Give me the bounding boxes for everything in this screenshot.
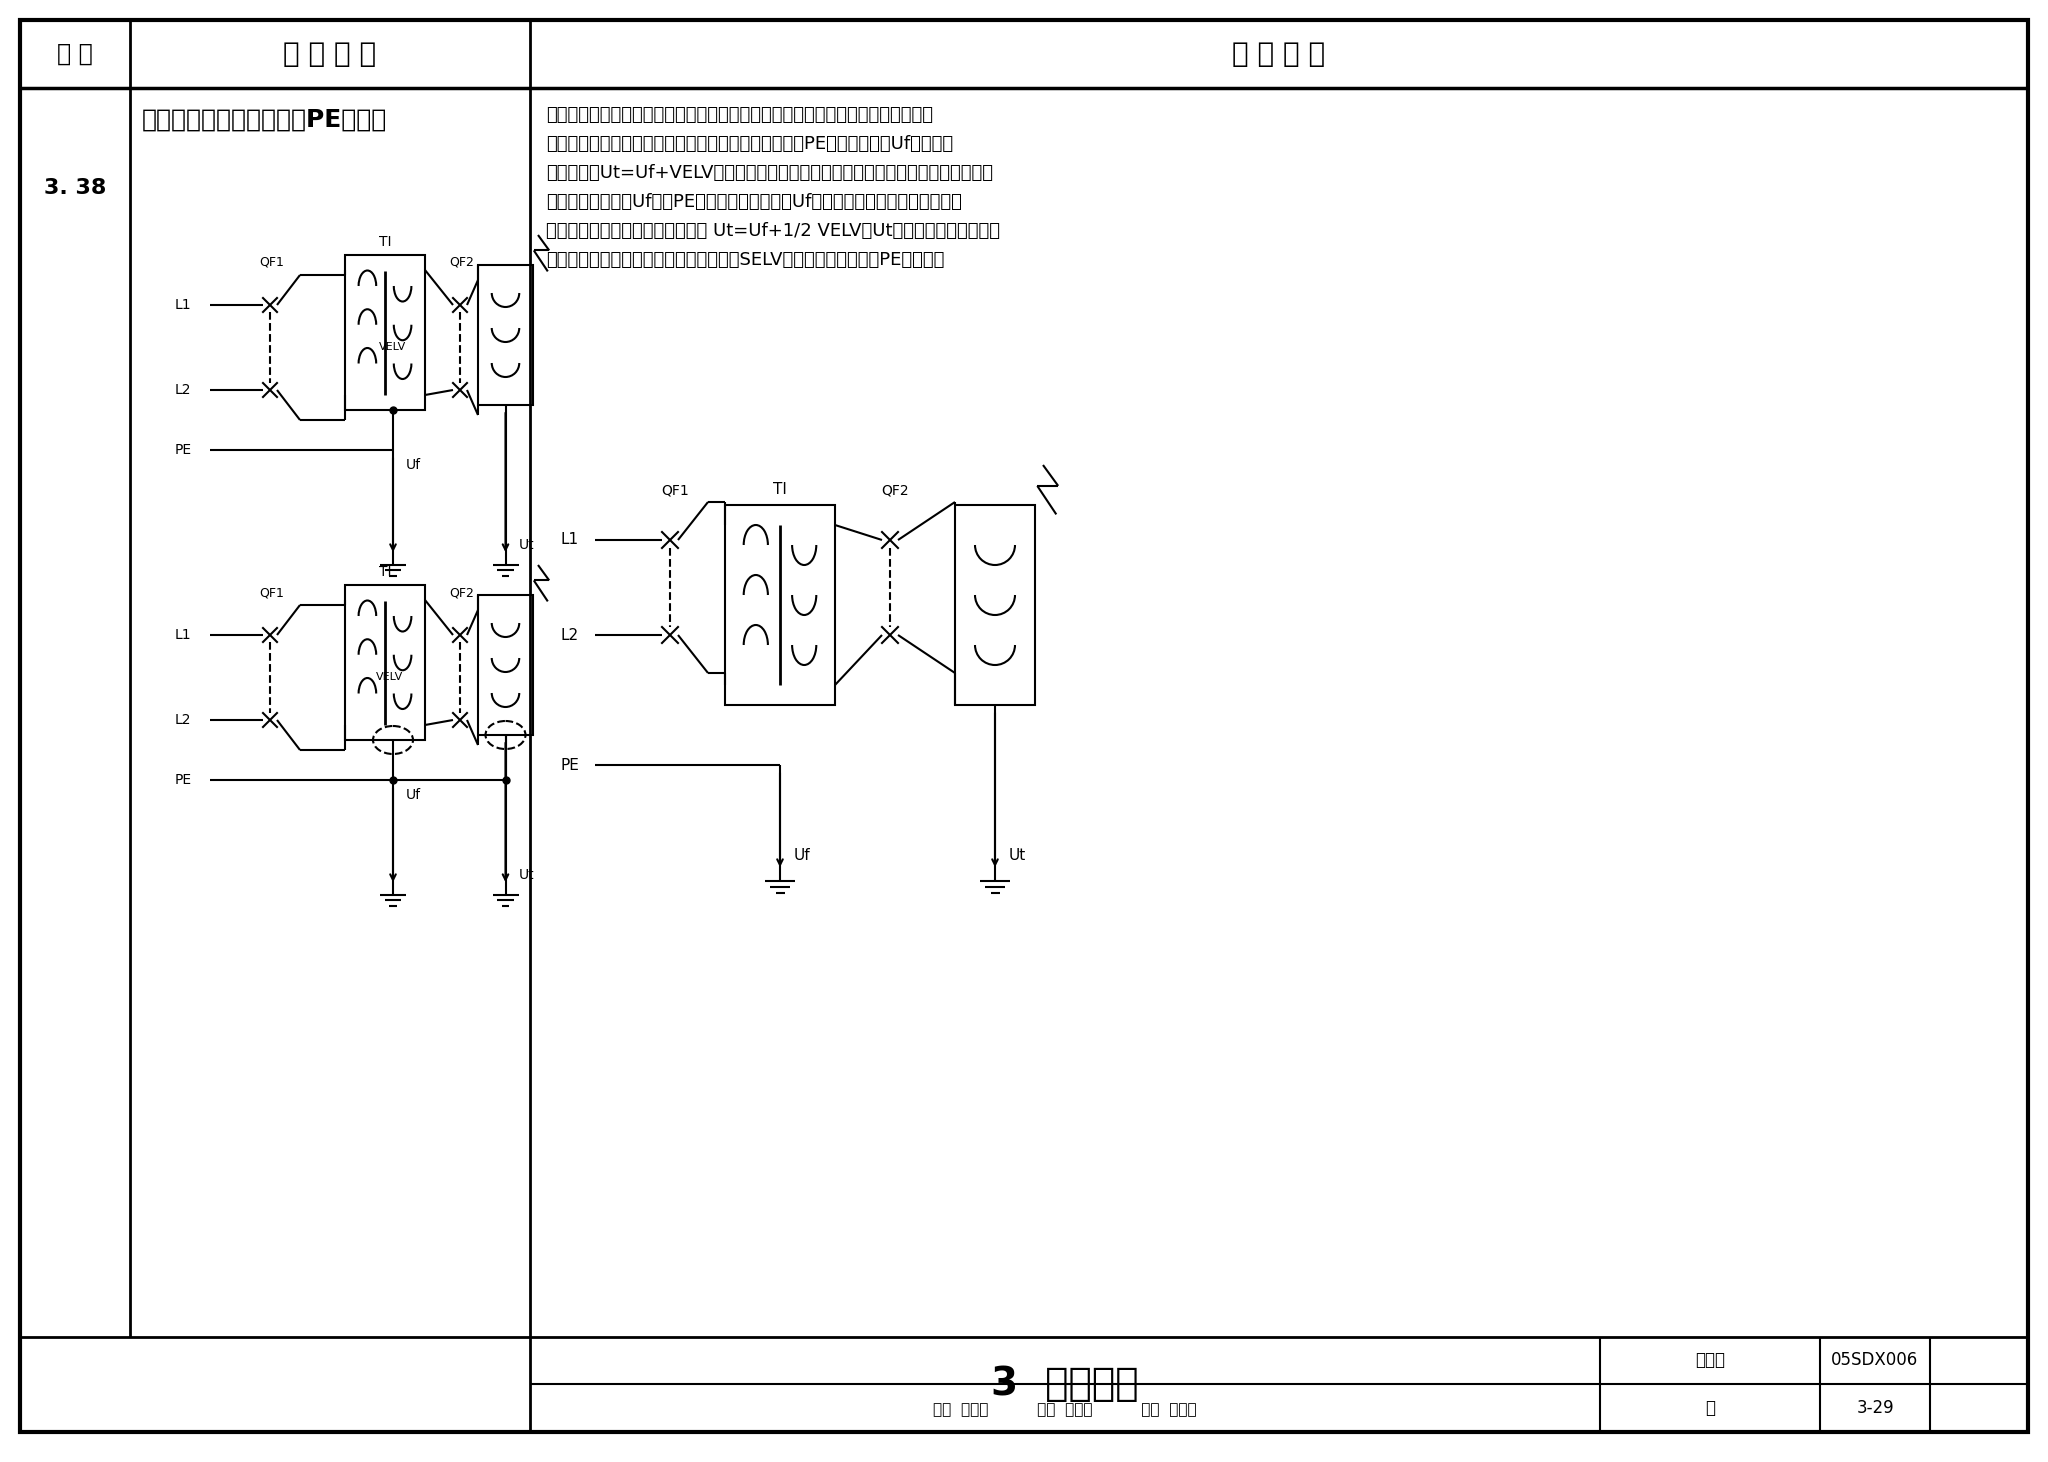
Text: Ut: Ut (518, 538, 535, 553)
Text: Ut: Ut (1010, 848, 1026, 863)
Bar (477, 595, 532, 735)
Bar (344, 585, 426, 740)
Text: TI: TI (379, 235, 391, 249)
Text: VELV: VELV (379, 342, 408, 352)
Text: 载侧外露可导电部分未与导电体连接，断路器不脱扣。PE线有故障电压Uf，则负载: 载侧外露可导电部分未与导电体连接，断路器不脱扣。PE线有故障电压Uf，则负载 (547, 135, 952, 154)
Bar (477, 265, 532, 405)
Text: 05SDX006: 05SDX006 (1831, 1351, 1919, 1368)
Bar (344, 254, 426, 409)
Text: Uf: Uf (795, 848, 811, 863)
Text: L1: L1 (559, 532, 578, 547)
Text: Ut: Ut (518, 868, 535, 882)
Text: QF2: QF2 (881, 482, 909, 497)
Text: Uf: Uf (406, 788, 422, 803)
Text: L2: L2 (559, 627, 578, 642)
Text: 页: 页 (1706, 1399, 1714, 1417)
Bar (954, 504, 1034, 705)
Bar (725, 504, 836, 705)
Text: L1: L1 (174, 298, 193, 311)
Text: 常 见 问 题: 常 见 问 题 (283, 39, 377, 69)
Text: TI: TI (772, 482, 786, 497)
Text: QF1: QF1 (260, 586, 285, 599)
Text: 扣，断路器动作时间内，接触电压 Ut=Uf+1/2 VELV（Ut有可能超过特低电压限: 扣，断路器动作时间内，接触电压 Ut=Uf+1/2 VELV（Ut有可能超过特低… (547, 222, 999, 240)
Text: 隔离变压器外露可导电部分与付端一根导电体连接，负载发生碰外壳故障时，当负: 隔离变压器外露可导电部分与付端一根导电体连接，负载发生碰外壳故障时，当负 (547, 107, 934, 124)
Text: 3. 38: 3. 38 (43, 178, 106, 197)
Text: 改 进 措 施: 改 进 措 施 (1233, 39, 1325, 69)
Text: 序 号: 序 号 (57, 42, 92, 66)
Text: 特低电压回路带电导体与PE线连接: 特低电压回路带电导体与PE线连接 (141, 108, 387, 132)
Text: PE: PE (174, 773, 193, 787)
Text: 故障时，接触电压Uf等于PE线上传导的故障电压Uf；发生碰外壳故障时，断路器脱: 故障时，接触电压Uf等于PE线上传导的故障电压Uf；发生碰外壳故障时，断路器脱 (547, 193, 963, 211)
Text: QF2: QF2 (451, 256, 475, 269)
Text: 值）。为了防止特低电压回路产生电击，SELV回路带电导体不应与PE线连接。: 值）。为了防止特低电压回路产生电击，SELV回路带电导体不应与PE线连接。 (547, 251, 944, 269)
Text: PE: PE (174, 443, 193, 458)
Text: PE: PE (559, 757, 580, 772)
Text: 审核  孙成群          校对  李雪佩          设计  刘屏周: 审核 孙成群 校对 李雪佩 设计 刘屏周 (934, 1402, 1196, 1418)
Text: TI: TI (379, 564, 391, 579)
Text: QF2: QF2 (451, 586, 475, 599)
Text: 端接触电压Ut=Uf+VELV。当负载端外露可导电部分与一根导电体连接，未有碰外壳: 端接触电压Ut=Uf+VELV。当负载端外露可导电部分与一根导电体连接，未有碰外… (547, 164, 993, 181)
Text: L2: L2 (174, 383, 193, 398)
Text: 3  低压配电: 3 低压配电 (991, 1366, 1139, 1404)
Text: QF1: QF1 (260, 256, 285, 269)
Text: VELV: VELV (377, 673, 403, 683)
Text: 3-29: 3-29 (1855, 1399, 1894, 1417)
Text: 图集号: 图集号 (1696, 1351, 1724, 1368)
Text: Uf: Uf (406, 458, 422, 472)
Text: L2: L2 (174, 713, 193, 727)
Text: QF1: QF1 (662, 482, 688, 497)
Text: L1: L1 (174, 629, 193, 642)
